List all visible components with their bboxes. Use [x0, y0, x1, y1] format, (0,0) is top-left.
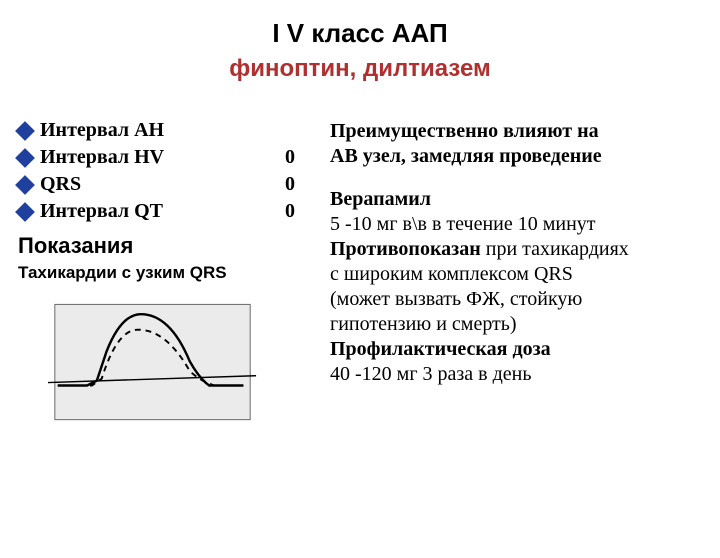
interval-label: QRS: [40, 173, 260, 196]
left-column: Интервал АН Интервал HV 0 QRS 0 Интервал…: [0, 119, 320, 431]
content-area: Интервал АН Интервал HV 0 QRS 0 Интервал…: [0, 119, 720, 431]
right-text-block: Преимущественно влияют на АВ узел, замед…: [330, 119, 710, 387]
para2-line: Противопоказан при тахикардиях: [330, 237, 710, 262]
bullet-diamond-icon: [15, 148, 35, 168]
bullet-diamond-icon: [15, 175, 35, 195]
para2-line: Профилактическая доза: [330, 337, 710, 362]
para2-line: с широким комплексом QRS: [330, 262, 710, 287]
interval-value: 0: [260, 173, 320, 196]
para2-line: 40 -120 мг 3 раза в день: [330, 362, 710, 387]
interval-label: Интервал QT: [40, 200, 260, 223]
para2-line: 5 -10 мг в\в в течение 10 минут: [330, 212, 710, 237]
interval-value: 0: [260, 200, 320, 223]
para1-line2: АВ узел, замедляя проведение: [330, 145, 602, 167]
interval-row: Интервал АН: [18, 119, 320, 142]
right-para1: Преимущественно влияют на АВ узел, замед…: [330, 119, 710, 169]
interval-row: QRS 0: [18, 173, 320, 196]
para1-line1: Преимущественно влияют на: [330, 120, 599, 142]
indications-heading: Показания: [18, 233, 320, 259]
para2-line: гипотензию и смерть): [330, 312, 710, 337]
bullet-diamond-icon: [15, 202, 35, 222]
right-column: Преимущественно влияют на АВ узел, замед…: [320, 119, 720, 431]
interval-row: Интервал QT 0: [18, 200, 320, 223]
right-para2: Верапамил 5 -10 мг в\в в течение 10 мину…: [330, 187, 710, 387]
action-potential-diagram: [48, 301, 320, 431]
para2-line: (может вызвать ФЖ, стойкую: [330, 287, 710, 312]
interval-row: Интервал HV 0: [18, 146, 320, 169]
para2-line: Верапамил: [330, 187, 710, 212]
indications-text: Тахикардии с узким QRS: [18, 263, 320, 283]
interval-label: Интервал АН: [40, 119, 260, 142]
bullet-diamond-icon: [15, 121, 35, 141]
diagram-background: [55, 304, 250, 419]
slide-subtitle: финоптин, дилтиазем: [0, 55, 720, 83]
interval-label: Интервал HV: [40, 146, 260, 169]
interval-value: 0: [260, 146, 320, 169]
slide-title: I V класс ААП: [0, 18, 720, 49]
